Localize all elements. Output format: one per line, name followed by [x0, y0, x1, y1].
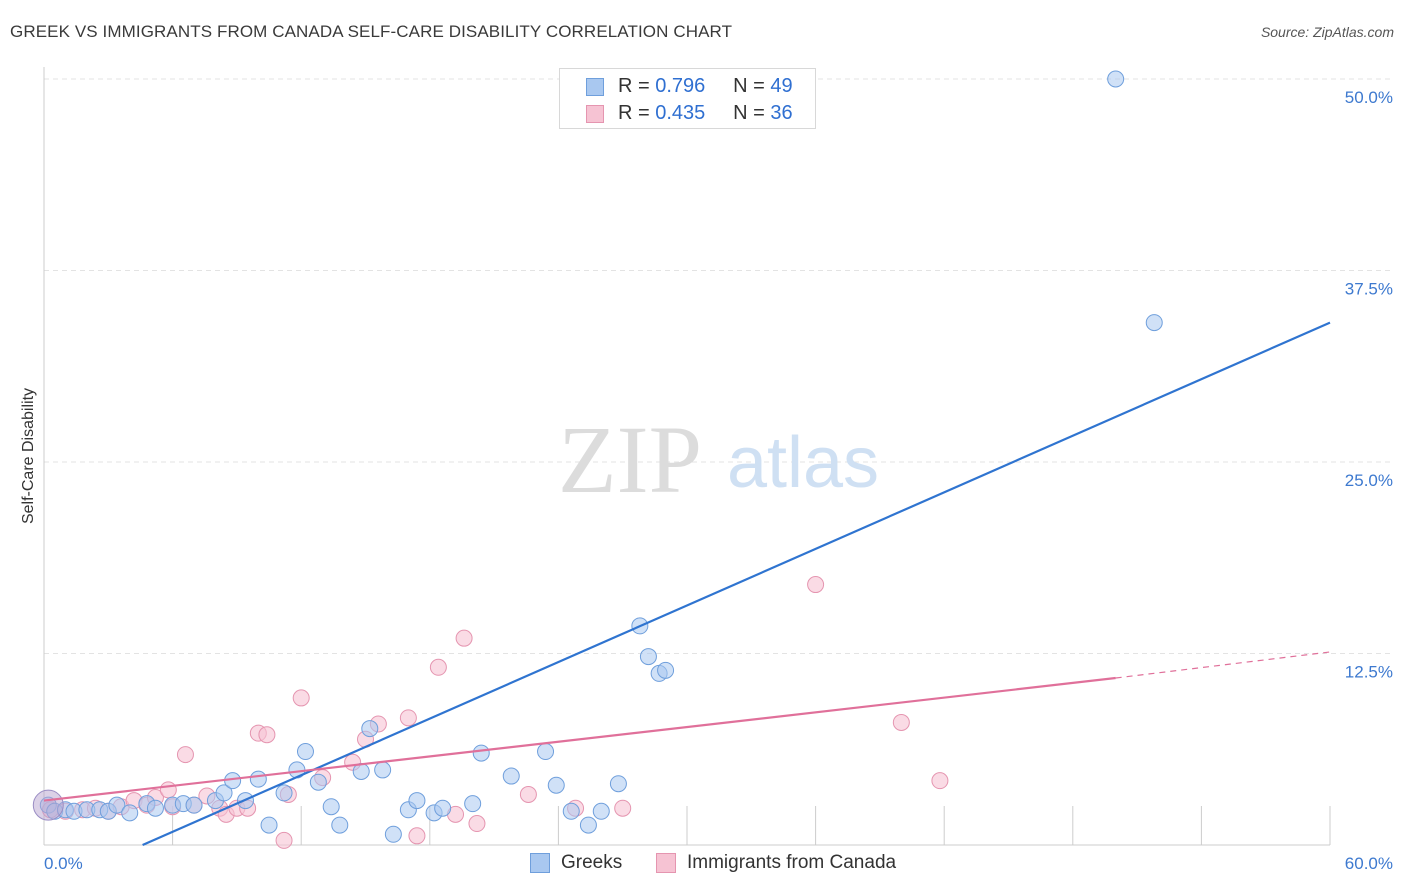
tick-labels: 12.5% 25.0% 37.5% 50.0% 0.0% 60.0% — [44, 88, 1393, 873]
canada-point-36 — [807, 576, 825, 594]
greeks-point-28 — [374, 761, 392, 779]
greeks-point-35 — [472, 744, 490, 762]
axes — [43, 67, 1331, 846]
source-label: Source: ZipAtlas.com — [1260, 24, 1394, 40]
watermark-zip: ZIP — [558, 406, 702, 513]
legend-canada-label: Immigrants from Canada — [687, 852, 897, 873]
canada-point-38 — [931, 772, 949, 790]
greeks-trend-line — [142, 321, 1331, 847]
greeks-point-24 — [322, 798, 340, 816]
greeks-point-22 — [296, 743, 314, 761]
canada-trend-extension — [1115, 651, 1331, 679]
greeks-point-48 — [1145, 314, 1163, 332]
y-tick-label-2: 37.5% — [1345, 280, 1393, 299]
greeks-point-29 — [384, 825, 402, 843]
canada-point-20 — [275, 831, 293, 849]
legend-greeks-label: Greeks — [561, 852, 623, 873]
origin-cluster-marker — [32, 789, 64, 821]
greeks-swatch — [586, 78, 604, 96]
watermark-atlas: atlas — [727, 423, 879, 503]
canada-point-35 — [614, 799, 632, 817]
canada-point-9 — [159, 781, 177, 799]
canada-swatch — [586, 105, 604, 123]
greeks-point-31 — [408, 792, 426, 810]
greeks-point-20 — [275, 784, 293, 802]
greeks-point-41 — [592, 802, 610, 820]
greeks-n-label: N = — [733, 75, 765, 97]
canada-point-11 — [176, 746, 194, 764]
y-tick-label-0: 12.5% — [1345, 663, 1393, 682]
greeks-point-39 — [562, 802, 580, 820]
greeks-point-34 — [464, 795, 482, 813]
greeks-point-19 — [260, 816, 278, 834]
canada-point-27 — [399, 709, 417, 727]
greeks-point-36 — [502, 767, 520, 785]
trend-lines — [43, 321, 1331, 847]
greeks-point-7 — [108, 796, 126, 814]
greeks-point-18 — [249, 770, 267, 788]
canada-n-label: N = — [733, 102, 765, 124]
greeks-point-33 — [434, 799, 452, 817]
greeks-r-label: R = — [618, 75, 650, 97]
canada-point-32 — [468, 815, 486, 833]
y-axis-label: Self-Care Disability — [20, 387, 37, 525]
canada-point-29 — [429, 658, 447, 676]
chart-title: GREEK VS IMMIGRANTS FROM CANADA SELF-CAR… — [10, 22, 733, 41]
greeks-point-37 — [537, 743, 555, 761]
greeks-point-23 — [309, 773, 327, 791]
greeks-point-44 — [639, 648, 657, 666]
greeks-point-10 — [146, 799, 164, 817]
canada-point-31 — [455, 629, 473, 647]
greeks-r-value: 0.796 — [655, 75, 706, 97]
canada-point-37 — [892, 713, 910, 731]
watermark: ZIP atlas — [558, 406, 879, 513]
y-tick-label-1: 25.0% — [1345, 471, 1393, 490]
legend-greeks-swatch — [530, 853, 550, 873]
legend-canada-swatch — [656, 853, 676, 873]
series-greeks-points — [32, 70, 1163, 843]
greeks-point-25 — [331, 816, 349, 834]
greeks-point-42 — [609, 775, 627, 793]
greeks-point-38 — [547, 776, 565, 794]
canada-trend-line — [43, 676, 1116, 802]
canada-r-label: R = — [618, 102, 650, 124]
stats-legend: R = 0.796 N = 49 R = 0.435 N = 36 — [559, 68, 816, 129]
greeks-point-13 — [185, 796, 203, 814]
canada-n-value: 36 — [770, 102, 793, 124]
greeks-n-value: 49 — [770, 75, 793, 97]
canada-point-19 — [258, 726, 276, 744]
grid-lines — [44, 78, 1392, 654]
greeks-point-27 — [361, 720, 379, 738]
greeks-point-47 — [1107, 70, 1125, 88]
canada-point-22 — [292, 689, 310, 707]
greeks-point-46 — [657, 661, 675, 679]
greeks-point-8 — [121, 804, 139, 822]
greeks-point-40 — [579, 816, 597, 834]
greeks-point-15 — [215, 784, 233, 802]
canada-point-33 — [519, 785, 537, 803]
canada-point-28 — [408, 827, 426, 845]
canada-r-value: 0.435 — [655, 102, 706, 124]
x-tick-label-max: 60.0% — [1345, 854, 1393, 873]
y-tick-label-3: 50.0% — [1345, 88, 1393, 107]
x-tick-label-min: 0.0% — [44, 854, 83, 873]
